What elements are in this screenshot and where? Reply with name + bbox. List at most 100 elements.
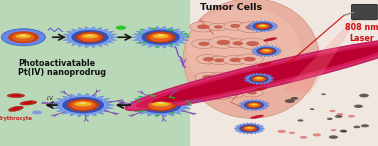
Ellipse shape xyxy=(82,34,98,38)
Circle shape xyxy=(190,22,217,32)
Circle shape xyxy=(2,29,45,46)
Ellipse shape xyxy=(258,62,271,66)
Text: Erythrocyte: Erythrocyte xyxy=(0,116,33,121)
Circle shape xyxy=(335,115,342,118)
Circle shape xyxy=(170,44,173,45)
Circle shape xyxy=(329,110,336,112)
Circle shape xyxy=(285,99,295,103)
Circle shape xyxy=(210,72,234,81)
Circle shape xyxy=(142,30,180,45)
Circle shape xyxy=(251,76,266,82)
Ellipse shape xyxy=(12,107,20,110)
Text: Pt(IV) nanoprodrug: Pt(IV) nanoprodrug xyxy=(18,68,106,77)
Circle shape xyxy=(257,24,269,29)
Ellipse shape xyxy=(20,101,37,105)
Circle shape xyxy=(146,32,175,43)
Circle shape xyxy=(12,33,35,42)
Circle shape xyxy=(186,100,189,102)
Circle shape xyxy=(229,58,241,62)
Circle shape xyxy=(208,37,238,48)
Ellipse shape xyxy=(257,77,261,78)
Circle shape xyxy=(300,136,307,139)
Ellipse shape xyxy=(252,104,256,105)
Text: I.V.: I.V. xyxy=(47,96,55,101)
Text: Laser: Laser xyxy=(350,34,375,43)
FancyBboxPatch shape xyxy=(0,0,190,146)
Circle shape xyxy=(156,115,160,116)
Circle shape xyxy=(259,48,274,54)
Circle shape xyxy=(214,91,227,96)
Circle shape xyxy=(229,92,239,95)
Circle shape xyxy=(171,30,174,31)
Circle shape xyxy=(253,77,265,81)
Ellipse shape xyxy=(136,41,378,108)
Circle shape xyxy=(246,102,262,108)
Circle shape xyxy=(232,41,243,45)
Polygon shape xyxy=(251,45,282,57)
Circle shape xyxy=(197,24,209,29)
Circle shape xyxy=(137,111,140,112)
Ellipse shape xyxy=(183,0,319,118)
Circle shape xyxy=(71,30,108,44)
Circle shape xyxy=(354,105,363,108)
Circle shape xyxy=(71,100,95,110)
Ellipse shape xyxy=(245,127,254,129)
Circle shape xyxy=(168,29,171,30)
Text: Tumor Cells: Tumor Cells xyxy=(200,3,262,12)
Circle shape xyxy=(140,29,143,30)
Circle shape xyxy=(249,75,269,83)
Circle shape xyxy=(153,28,156,29)
Circle shape xyxy=(248,103,260,107)
Ellipse shape xyxy=(248,127,251,128)
Ellipse shape xyxy=(152,34,169,38)
Circle shape xyxy=(241,88,263,97)
Circle shape xyxy=(67,99,99,111)
Circle shape xyxy=(62,97,104,113)
Circle shape xyxy=(188,103,192,104)
Circle shape xyxy=(256,47,277,55)
Circle shape xyxy=(260,49,273,53)
Circle shape xyxy=(140,97,181,113)
Circle shape xyxy=(202,90,214,95)
Circle shape xyxy=(208,56,230,65)
Circle shape xyxy=(353,126,360,128)
Ellipse shape xyxy=(152,102,169,106)
Circle shape xyxy=(341,130,347,132)
Polygon shape xyxy=(284,4,367,93)
Circle shape xyxy=(116,26,126,30)
Circle shape xyxy=(289,132,295,134)
Ellipse shape xyxy=(11,95,20,97)
Circle shape xyxy=(148,100,173,110)
Circle shape xyxy=(236,54,263,64)
Circle shape xyxy=(145,99,177,111)
Ellipse shape xyxy=(265,50,268,51)
Circle shape xyxy=(143,42,146,43)
Ellipse shape xyxy=(79,102,87,104)
Circle shape xyxy=(156,46,160,47)
Circle shape xyxy=(172,97,175,98)
Circle shape xyxy=(192,39,216,49)
Ellipse shape xyxy=(262,49,271,52)
Text: 808 nm: 808 nm xyxy=(345,23,378,32)
Ellipse shape xyxy=(249,103,259,106)
Circle shape xyxy=(232,74,245,79)
Circle shape xyxy=(137,101,141,102)
Polygon shape xyxy=(234,122,265,134)
Circle shape xyxy=(237,70,266,81)
Circle shape xyxy=(209,23,228,31)
Circle shape xyxy=(253,22,273,30)
Circle shape xyxy=(141,110,145,112)
Ellipse shape xyxy=(74,102,92,106)
Polygon shape xyxy=(129,93,192,117)
Circle shape xyxy=(277,130,286,133)
Polygon shape xyxy=(239,99,270,111)
Circle shape xyxy=(223,89,245,98)
Circle shape xyxy=(76,32,104,43)
Circle shape xyxy=(361,124,369,127)
Circle shape xyxy=(291,97,298,100)
Circle shape xyxy=(359,94,369,97)
Ellipse shape xyxy=(254,77,263,79)
Circle shape xyxy=(8,31,39,43)
Circle shape xyxy=(237,22,266,33)
Circle shape xyxy=(169,96,172,98)
